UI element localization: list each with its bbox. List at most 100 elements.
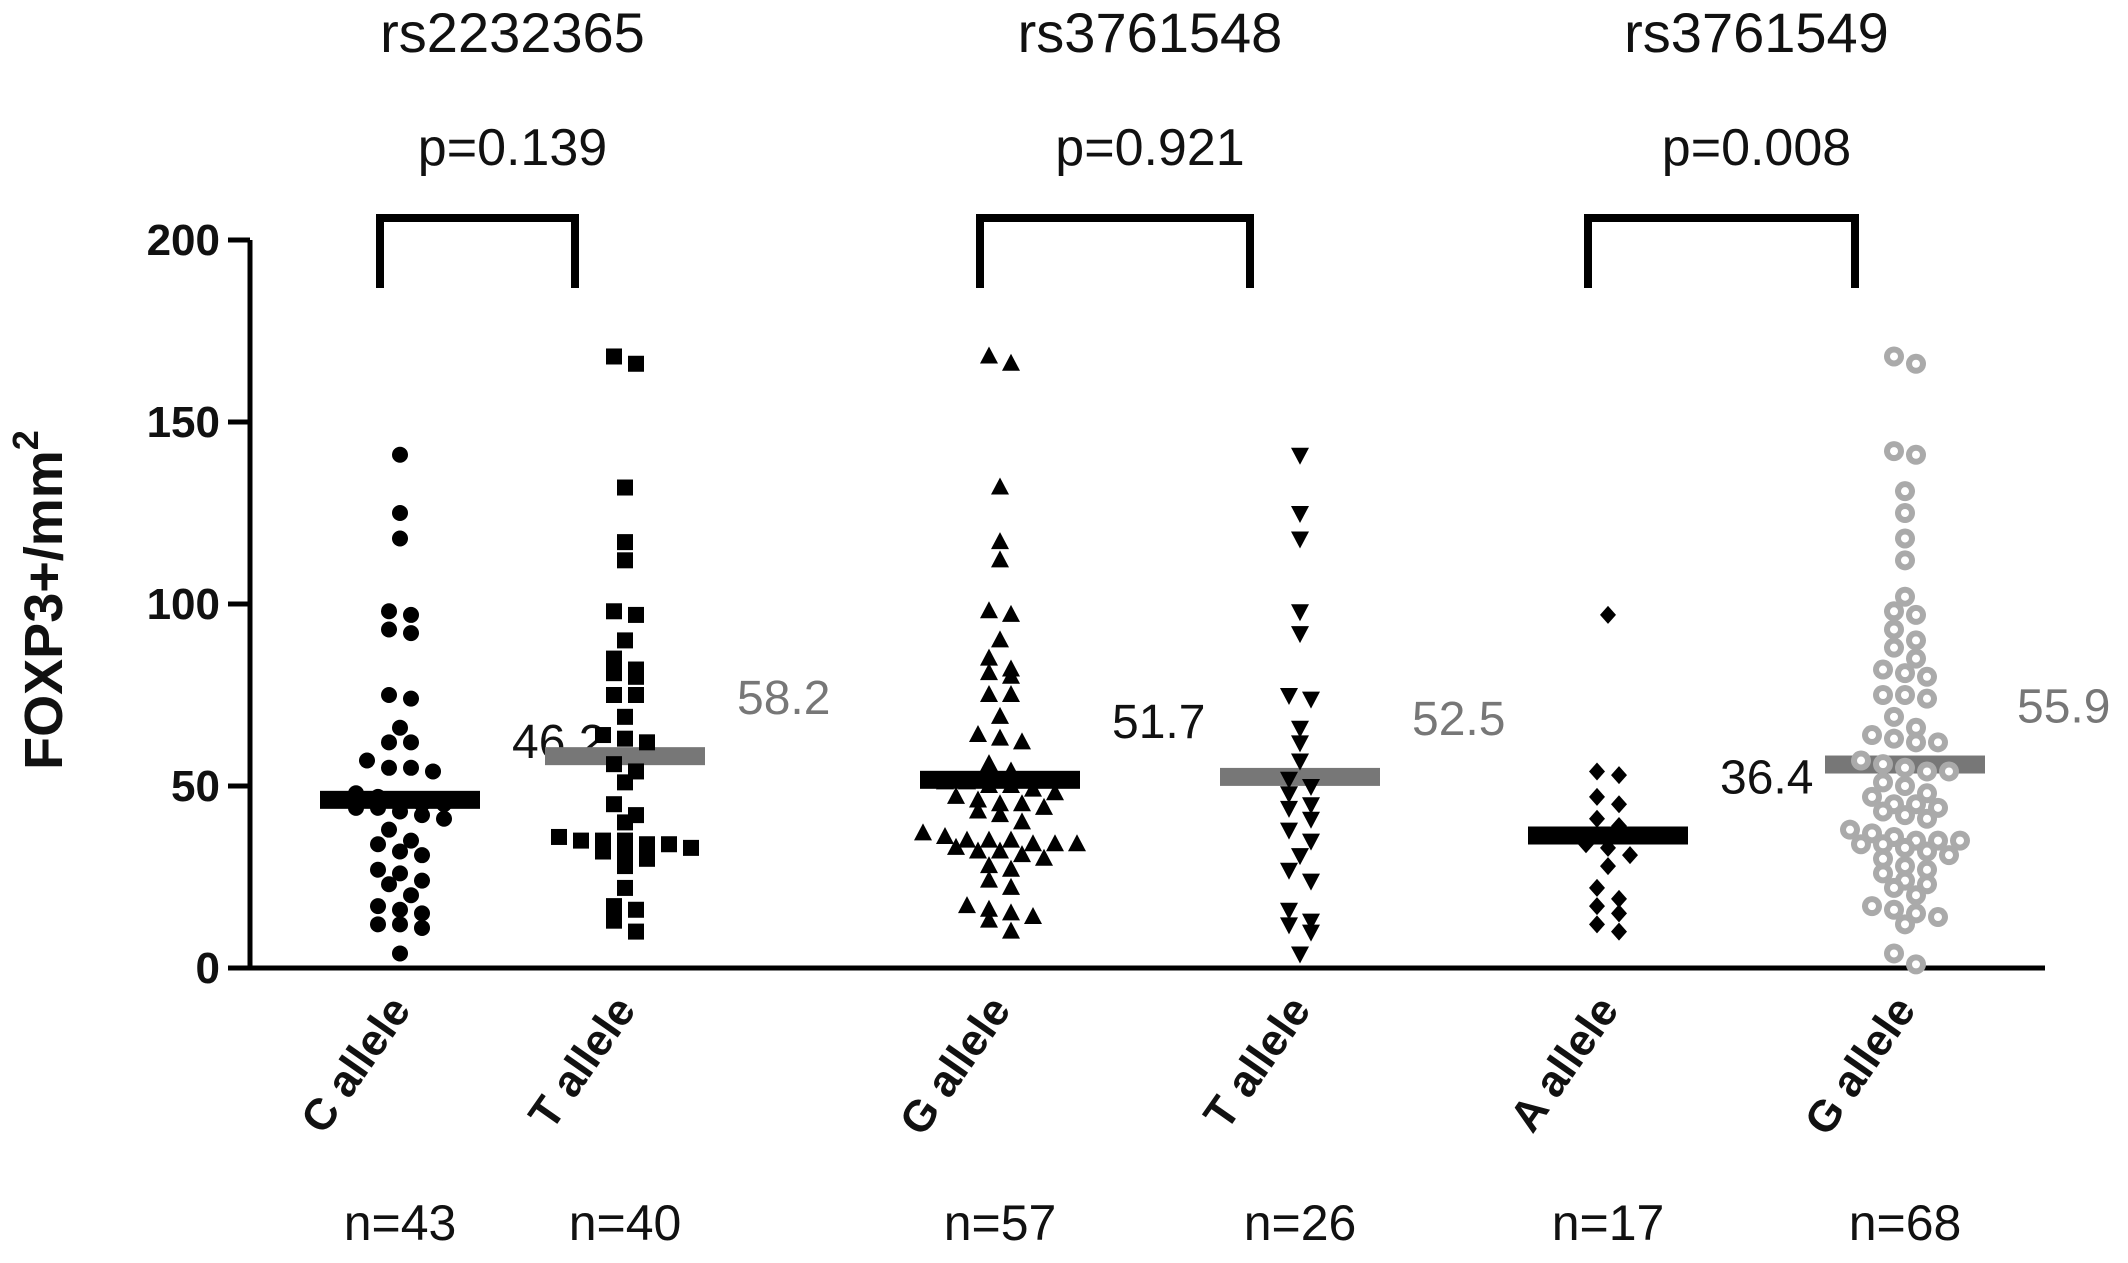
data-point (606, 756, 622, 773)
data-point-hole (1912, 636, 1920, 645)
mean-bar (920, 770, 1080, 789)
data-point-hole (1890, 734, 1898, 743)
data-point-hole (1901, 691, 1909, 699)
data-point (1002, 859, 1020, 877)
data-point (1600, 838, 1616, 857)
data-point (991, 532, 1009, 550)
mean-bar (1220, 767, 1380, 786)
data-point-hole (1901, 862, 1909, 871)
data-point (1589, 787, 1605, 806)
data-point (1280, 771, 1298, 789)
data-point (606, 603, 622, 620)
data-point (573, 832, 589, 849)
data-point (958, 772, 976, 790)
data-point-hole (1879, 869, 1887, 878)
data-point (1302, 913, 1320, 931)
data-point (1013, 812, 1031, 830)
data-point (947, 837, 965, 855)
data-point-hole (1890, 832, 1898, 841)
data-point (370, 916, 386, 933)
data-point-hole (1923, 672, 1931, 681)
data-point (628, 687, 644, 703)
data-point (991, 477, 1009, 495)
data-point (1302, 691, 1320, 709)
data-point (1589, 897, 1605, 916)
data-point (392, 803, 408, 820)
data-point (1035, 797, 1053, 815)
data-point-hole (1923, 789, 1931, 798)
data-point (1589, 878, 1605, 897)
data-point (381, 821, 397, 838)
data-point (1611, 904, 1627, 923)
data-point (606, 898, 622, 915)
p-value-label: p=0.008 (1662, 119, 1851, 177)
axes: 0 50 100 150 200 (147, 216, 2045, 993)
y-axis-label: FOXP3+/mm2 (5, 430, 74, 770)
significance-bracket (1584, 214, 1859, 288)
mean-value-label: 36.4 (1720, 752, 1813, 805)
data-point (1013, 732, 1031, 750)
data-point-hole (1912, 450, 1920, 459)
data-point (980, 754, 998, 772)
sample-size-label: n=43 (344, 1195, 457, 1251)
data-point-hole (1879, 854, 1887, 863)
sample-size-label: n=17 (1552, 1195, 1665, 1251)
data-point-hole (1901, 782, 1909, 790)
data-point (1046, 783, 1064, 801)
data-point (617, 479, 633, 496)
data-point-hole (1901, 509, 1909, 517)
data-point (1589, 915, 1605, 934)
data-point (436, 796, 452, 813)
data-point-hole (1912, 960, 1920, 969)
data-point (991, 630, 1009, 648)
data-point (1578, 835, 1594, 854)
category-label: T allele (1194, 988, 1320, 1138)
data-point (1002, 685, 1020, 702)
category-label: C allele (292, 988, 421, 1142)
data-point-hole (1901, 811, 1909, 820)
data-point-hole (1890, 800, 1898, 809)
data-point (617, 843, 633, 860)
data-point (606, 665, 622, 682)
data-point (595, 727, 611, 744)
data-point (969, 725, 987, 743)
mean-bar (545, 747, 705, 766)
data-point (1291, 506, 1309, 523)
data-point (381, 759, 397, 776)
data-point (969, 790, 987, 808)
data-point (617, 814, 633, 831)
sample-size-label: n=40 (569, 1195, 682, 1251)
mean-bar (1528, 826, 1688, 845)
data-point (403, 606, 419, 623)
data-point-hole (1934, 803, 1942, 812)
data-point (359, 752, 375, 769)
data-point (980, 830, 998, 848)
data-point-hole (1890, 607, 1898, 616)
data-point-hole (1956, 836, 1964, 845)
data-point (991, 550, 1009, 568)
data-points (348, 346, 1970, 975)
data-point (1035, 848, 1053, 866)
data-point (1291, 447, 1309, 465)
data-point (1291, 626, 1309, 644)
data-point (1302, 797, 1320, 815)
data-point-hole (1901, 534, 1909, 543)
data-point (1611, 922, 1627, 941)
data-point-hole (1912, 610, 1920, 619)
data-point (403, 734, 419, 751)
data-point (370, 836, 386, 853)
data-point (914, 823, 932, 841)
data-point (947, 786, 965, 804)
data-point-hole (1912, 738, 1920, 747)
data-point (980, 648, 998, 666)
y-tick-label: 100 (147, 580, 220, 629)
data-point (1002, 877, 1020, 895)
data-point (991, 805, 1009, 823)
data-point (1291, 848, 1309, 866)
data-point (425, 763, 441, 780)
data-point (606, 912, 622, 929)
data-point-hole (1912, 836, 1920, 845)
data-point-hole (1912, 800, 1920, 809)
data-point (683, 839, 699, 856)
